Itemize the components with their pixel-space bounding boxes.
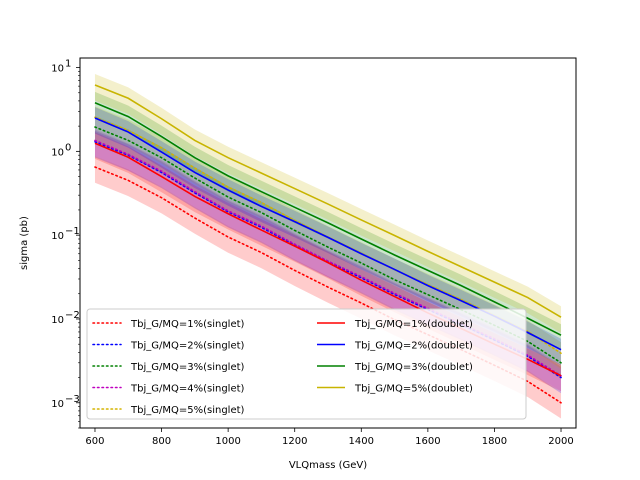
legend-entry-label: Tbj_G/MQ=3%(singlet) (130, 362, 245, 373)
y-tick-label: 10 (51, 147, 64, 158)
y-tick-label: 10 (51, 399, 64, 410)
legend-box (86, 308, 527, 420)
legend-entry-label: Tbj_G/MQ=2%(singlet) (130, 341, 245, 352)
x-tick-label: 1200 (282, 436, 307, 447)
legend-entry-label: Tbj_G/MQ=1%(singlet) (130, 319, 245, 330)
x-tick-label: 800 (152, 436, 171, 447)
legend-entry-label: Tbj_G/MQ=3%(doublet) (354, 362, 473, 373)
y-tick-label: 10 (51, 231, 64, 242)
band-series-8 (94, 91, 562, 351)
x-tick-label: 1400 (349, 436, 374, 447)
y-tick-exponent: 0 (65, 142, 71, 153)
x-axis-ticks: 600 800 1000 1200 1400 1600 1800 2000 (85, 428, 574, 447)
x-tick-label: 1600 (415, 436, 440, 447)
legend: Tbj_G/MQ=1%(singlet) Tbj_G/MQ=2%(singlet)… (86, 308, 527, 420)
x-tick-label: 2000 (548, 436, 573, 447)
y-axis-label: sigma (pb) (19, 216, 30, 270)
line-series-9 (94, 84, 562, 318)
y-tick-exponent: 1 (65, 59, 71, 70)
x-tick-label: 1000 (215, 436, 240, 447)
x-tick-label: 600 (85, 436, 104, 447)
line-series-8 (94, 102, 562, 336)
x-tick-label: 1800 (482, 436, 507, 447)
x-axis-label: VLQmass (GeV) (289, 460, 367, 471)
y-tick-exponent: −3 (65, 394, 80, 405)
y-tick-label: 10 (51, 64, 64, 75)
legend-entry-label: Tbj_G/MQ=1%(doublet) (354, 319, 473, 330)
legend-entry-label: Tbj_G/MQ=4%(singlet) (130, 384, 245, 395)
legend-entry-label: Tbj_G/MQ=5%(singlet) (130, 405, 245, 416)
legend-entry-label: Tbj_G/MQ=5%(doublet) (354, 384, 473, 395)
y-tick-exponent: −1 (65, 226, 80, 237)
legend-entry-label: Tbj_G/MQ=2%(doublet) (354, 341, 473, 352)
y-tick-exponent: −2 (65, 310, 80, 321)
y-tick-label: 10 (51, 315, 64, 326)
